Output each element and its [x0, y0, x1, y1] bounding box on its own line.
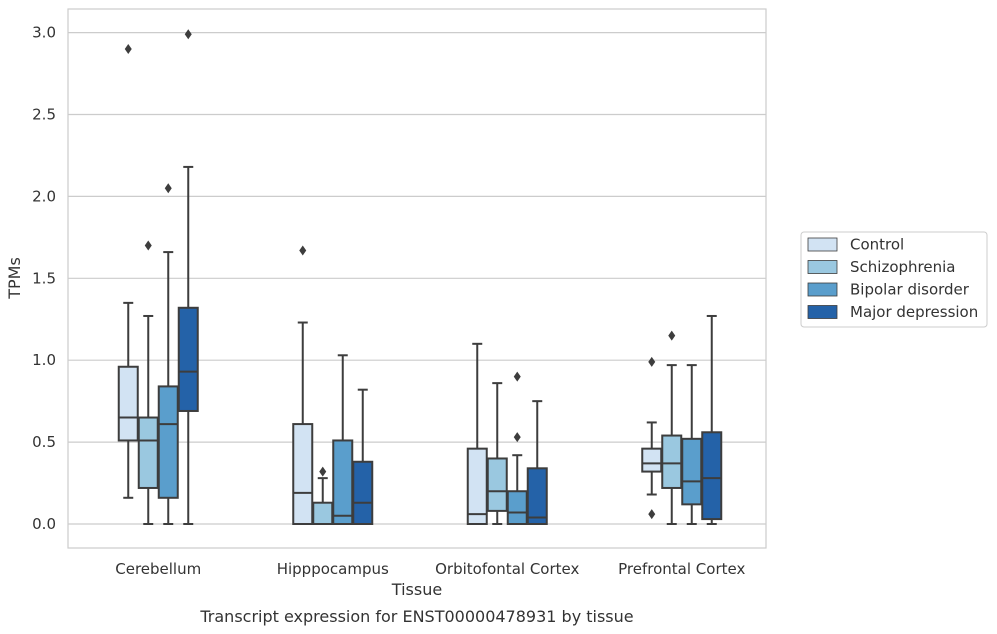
box-iqr: [526, 467, 548, 526]
box-0-2: [157, 183, 179, 525]
box-iqr: [292, 423, 314, 525]
box-iqr: [661, 434, 683, 489]
box-iqr: [486, 457, 508, 512]
x-tick-labels: Cerebellum Hipppocampus Orbitofontal Corte…: [115, 560, 745, 578]
x-tick-label: Orbitofontal Cortex: [435, 560, 579, 578]
legend-swatch: [807, 260, 838, 274]
y-tick-label: 1.5: [32, 269, 56, 287]
box-iqr: [352, 460, 374, 526]
legend-swatch: [807, 237, 838, 252]
x-axis-title: Tissue: [391, 580, 442, 599]
y-tick-label: 2.0: [32, 187, 56, 205]
box-iqr: [332, 439, 354, 526]
outlier-marker: [164, 183, 172, 194]
legend: Control Schizophrenia Bipolar disorder Majo…: [800, 231, 988, 328]
y-tick-label: 2.5: [32, 106, 56, 124]
legend-frame: [800, 231, 988, 328]
box-iqr: [312, 501, 334, 525]
box-iqr: [157, 385, 179, 499]
box-iqr: [177, 306, 199, 412]
legend-swatch: [807, 282, 838, 297]
outlier-marker: [319, 466, 327, 477]
box-iqr: [117, 365, 139, 442]
outlier-marker: [299, 245, 307, 256]
outlier-marker: [144, 240, 152, 251]
x-tick-label: Prefrontal Cortex: [618, 560, 745, 578]
chart-caption: Transcript expression for ENST0000047893…: [199, 607, 633, 626]
y-tick-label: 1.0: [32, 351, 56, 369]
y-tick-label: 0.5: [32, 433, 56, 451]
box-1-2: [332, 354, 354, 526]
outlier-marker: [668, 330, 676, 341]
outlier-marker: [513, 432, 521, 443]
box-iqr: [506, 490, 528, 525]
y-tick-label: 3.0: [32, 24, 56, 42]
y-tick-label: 0.0: [32, 515, 56, 533]
box-iqr: [681, 437, 703, 506]
box-3-1: [661, 330, 683, 525]
x-tick-label: Cerebellum: [115, 560, 201, 578]
y-tick-labels: 0.0 0.5 1.0 1.5 2.0 2.5 3.0: [32, 24, 56, 533]
box-3-3: [701, 314, 723, 525]
outlier-marker: [648, 356, 656, 367]
outlier-marker: [648, 509, 656, 520]
outlier-marker: [513, 371, 521, 382]
box-2-3: [526, 400, 548, 526]
box-1-3: [352, 388, 374, 526]
box-iqr: [137, 416, 159, 489]
outlier-marker: [124, 43, 132, 54]
outlier-marker: [184, 29, 192, 40]
legend-label: Bipolar disorder: [850, 281, 970, 299]
box-0-3: [177, 29, 199, 525]
box-1-0: [292, 245, 314, 525]
box-iqr: [701, 431, 723, 521]
x-tick-label: Hipppocampus: [277, 560, 389, 578]
legend-swatch: [807, 305, 838, 319]
box-iqr: [466, 447, 488, 526]
legend-label: Control: [850, 236, 904, 254]
box-0-0: [117, 43, 139, 499]
box-2-0: [466, 342, 488, 526]
y-axis-title: TPMs: [5, 257, 24, 300]
legend-label: Major depression: [850, 303, 978, 321]
box-iqr: [641, 447, 663, 473]
box-3-0: [641, 356, 663, 520]
box-2-1: [486, 382, 508, 525]
box-groups: [117, 29, 723, 526]
legend-label: Schizophrenia: [850, 258, 955, 276]
